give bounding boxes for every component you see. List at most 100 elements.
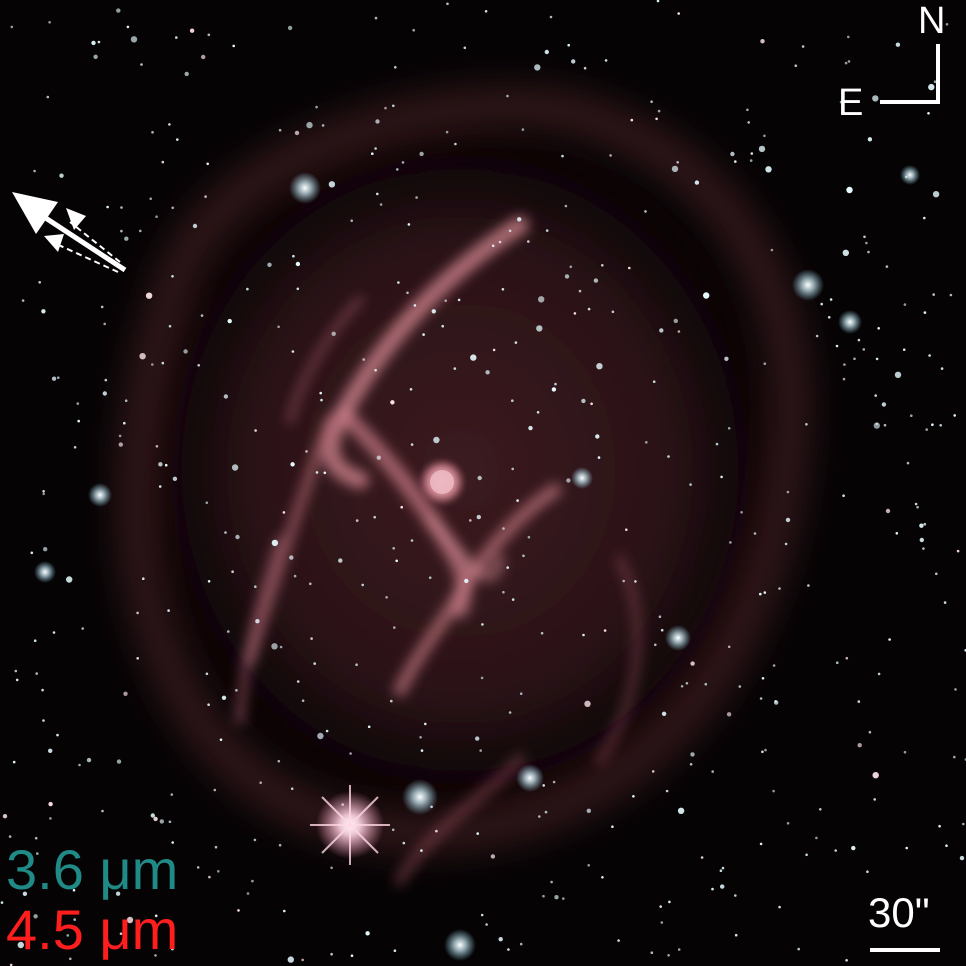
field-star — [540, 631, 544, 635]
field-star — [862, 348, 866, 351]
field-star — [355, 663, 358, 666]
field-star — [52, 631, 56, 634]
field-star — [676, 161, 679, 164]
field-star — [102, 391, 108, 396]
field-star — [81, 627, 84, 630]
field-star — [41, 688, 44, 692]
field-star — [385, 596, 388, 599]
field-star — [123, 691, 128, 696]
field-star — [761, 750, 764, 754]
field-star — [391, 828, 395, 832]
field-star — [764, 748, 767, 752]
field-star — [721, 866, 725, 870]
field-star — [492, 348, 496, 352]
field-star — [155, 215, 158, 218]
field-star — [853, 357, 856, 361]
field-star — [659, 905, 662, 908]
field-star — [330, 952, 333, 956]
field-star — [331, 331, 336, 336]
field-star — [283, 909, 286, 913]
field-star — [867, 250, 870, 254]
field-star — [690, 752, 695, 757]
field-star — [8, 835, 12, 838]
field-star — [561, 154, 564, 158]
field-star — [407, 223, 411, 226]
field-star — [171, 206, 174, 210]
field-star — [315, 471, 319, 474]
field-star — [464, 578, 469, 584]
field-star — [402, 841, 406, 845]
field-star — [373, 515, 377, 519]
field-star — [597, 456, 601, 459]
field-star — [740, 511, 743, 514]
field-star — [390, 400, 395, 405]
field-star — [846, 186, 853, 194]
field-star — [9, 963, 13, 966]
field-star — [842, 494, 845, 498]
field-star — [371, 152, 374, 155]
field-star — [569, 265, 573, 269]
field-star — [845, 959, 848, 962]
field-star — [251, 879, 254, 883]
field-star — [485, 923, 488, 926]
field-star — [759, 697, 763, 700]
field-star — [668, 900, 671, 904]
field-star — [582, 633, 585, 637]
field-star — [763, 134, 766, 138]
field-star — [634, 580, 637, 583]
field-star — [278, 843, 282, 847]
field-star — [136, 611, 139, 615]
field-star — [596, 363, 603, 370]
field-star — [43, 547, 48, 552]
field-star — [441, 324, 445, 328]
field-star — [477, 475, 482, 481]
field-star — [480, 676, 484, 680]
field-star — [376, 192, 379, 196]
field-star — [507, 948, 510, 951]
field-star — [192, 223, 198, 229]
field-star — [729, 541, 732, 544]
field-star — [197, 364, 200, 367]
field-star — [223, 394, 229, 399]
field-star — [77, 419, 80, 423]
field-star — [142, 577, 145, 580]
field-star — [171, 841, 174, 844]
field-star — [763, 362, 767, 366]
field-star — [42, 492, 45, 496]
field-star — [481, 623, 484, 626]
field-star — [91, 40, 96, 46]
field-star — [506, 94, 509, 98]
field-star — [660, 628, 664, 632]
field-star — [123, 421, 126, 425]
field-star — [609, 154, 612, 157]
field-star — [906, 461, 910, 465]
field-star — [516, 499, 519, 502]
field-star — [501, 288, 505, 291]
field-star — [655, 117, 658, 121]
field-star — [573, 312, 577, 315]
field-star — [895, 532, 899, 535]
field-star — [12, 760, 16, 764]
field-star — [724, 356, 729, 361]
field-star — [587, 307, 591, 311]
field-star — [738, 685, 742, 688]
field-star — [130, 36, 138, 43]
field-star — [656, 0, 660, 3]
field-star — [703, 292, 710, 299]
field-star — [301, 958, 305, 962]
field-star — [747, 121, 750, 124]
field-star — [294, 130, 300, 136]
field-star — [136, 657, 139, 660]
field-star — [883, 423, 887, 427]
field-star — [401, 161, 405, 164]
field-star — [355, 519, 359, 522]
field-star — [293, 574, 297, 578]
field-star — [564, 204, 568, 208]
field-star — [671, 165, 679, 173]
field-star — [420, 749, 424, 752]
field-star — [720, 475, 723, 479]
field-star — [940, 367, 944, 370]
field-star — [956, 549, 960, 553]
field-star — [601, 876, 604, 879]
field-star — [328, 181, 336, 188]
